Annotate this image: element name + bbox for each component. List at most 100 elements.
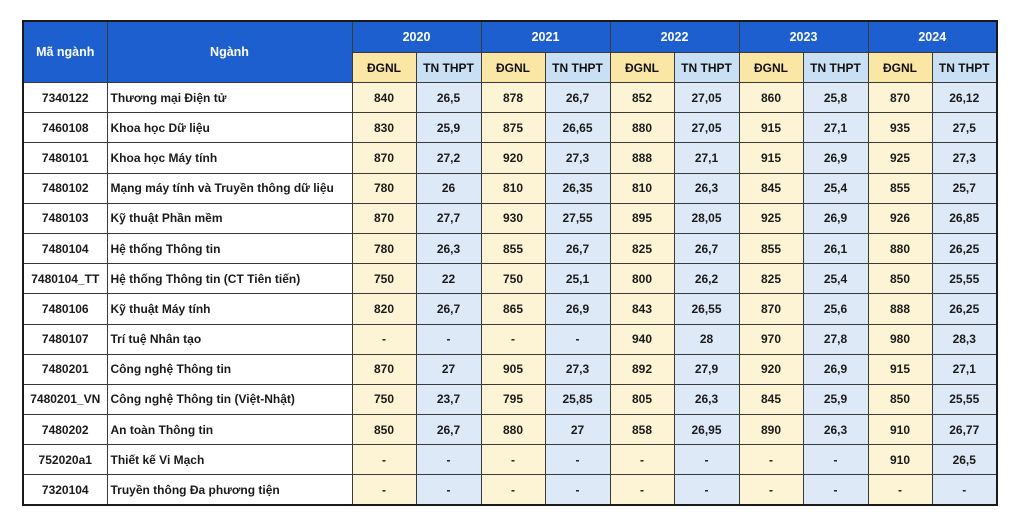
- dgnl-score-cell: 850: [867, 383, 933, 416]
- table-row: 7480104 Hệ thống Thông tin 780 26,3 855 26,7 8…: [22, 232, 998, 265]
- tn-thpt-score-cell: 27,05: [673, 112, 740, 144]
- subheader-dgnl: ĐGNL: [351, 52, 417, 83]
- major-code-cell: 7480104_TT: [22, 263, 108, 295]
- major-name-cell: Hệ thống Thông tin (CT Tiên tiến): [106, 263, 353, 295]
- tn-thpt-score-cell: 26,7: [415, 293, 482, 325]
- tn-thpt-score-cell: 27,1: [931, 353, 998, 385]
- dgnl-score-cell: 810: [480, 172, 546, 204]
- major-code-cell: 7320104: [22, 474, 108, 506]
- tn-thpt-score-cell: 26,3: [673, 172, 740, 204]
- tn-thpt-score-cell: 25,1: [544, 263, 611, 295]
- year-header: 2021: [480, 20, 611, 53]
- tn-thpt-score-cell: 26,95: [673, 414, 740, 446]
- subheader-dgnl: ĐGNL: [867, 52, 933, 83]
- dgnl-score-cell: 915: [867, 353, 933, 385]
- tn-thpt-score-cell: 27,05: [673, 81, 740, 114]
- dgnl-score-cell: 905: [480, 353, 546, 385]
- tn-thpt-score-cell: 26,5: [931, 444, 998, 476]
- dgnl-score-cell: 935: [867, 112, 933, 144]
- tn-thpt-score-cell: -: [415, 323, 482, 355]
- dgnl-score-cell: 795: [480, 383, 546, 416]
- major-name-cell: Trí tuệ Nhân tạo: [106, 323, 353, 355]
- tn-thpt-score-cell: 26,3: [802, 414, 869, 446]
- major-code-cell: 7480202: [22, 414, 108, 446]
- subheader-tn-thpt: TN THPT: [415, 52, 482, 83]
- dgnl-score-cell: 915: [738, 142, 804, 174]
- table-row: 7480104_TT Hệ thống Thông tin (CT Tiên ti…: [22, 263, 998, 295]
- tn-thpt-score-cell: 25,6: [802, 293, 869, 325]
- tn-thpt-score-cell: 26,65: [544, 112, 611, 144]
- tn-thpt-score-cell: -: [673, 474, 740, 506]
- table-row: 7460108 Khoa học Dữ liệu 830 25,9 875 26,65 88…: [22, 112, 998, 144]
- major-name-cell: Thiết kế Vi Mạch: [106, 444, 353, 476]
- dgnl-score-cell: -: [480, 474, 546, 506]
- tn-thpt-score-cell: 25,55: [931, 263, 998, 295]
- table-row: 7480201_VN Công nghệ Thông tin (Việt-Nhật…: [22, 383, 998, 416]
- dgnl-score-cell: 870: [738, 293, 804, 325]
- major-name-cell: Khoa học Dữ liệu: [106, 112, 353, 144]
- dgnl-score-cell: 865: [480, 293, 546, 325]
- tn-thpt-score-cell: 26,7: [415, 414, 482, 446]
- tn-thpt-score-cell: 25,8: [802, 81, 869, 114]
- tn-thpt-score-cell: 27,9: [673, 353, 740, 385]
- dgnl-score-cell: 888: [609, 142, 675, 174]
- tn-thpt-score-cell: 26,25: [931, 293, 998, 325]
- dgnl-score-cell: 892: [609, 353, 675, 385]
- dgnl-score-cell: 845: [738, 383, 804, 416]
- major-code-cell: 7480106: [22, 293, 108, 325]
- tn-thpt-score-cell: 22: [415, 263, 482, 295]
- dgnl-score-cell: 910: [867, 414, 933, 446]
- admission-score-table: Mã ngành Ngành 2020 2021 2022 2023 2024 …: [22, 20, 998, 507]
- tn-thpt-score-cell: 23,7: [415, 383, 482, 416]
- subheader-dgnl: ĐGNL: [738, 52, 804, 83]
- year-header: 2020: [351, 20, 482, 53]
- dgnl-score-cell: 750: [480, 263, 546, 295]
- tn-thpt-score-cell: 25,4: [802, 172, 869, 204]
- dgnl-score-cell: 850: [867, 263, 933, 295]
- dgnl-score-cell: -: [480, 323, 546, 355]
- header-row-years: Mã ngành Ngành 2020 2021 2022 2023 2024: [22, 20, 998, 83]
- dgnl-score-cell: 855: [480, 232, 546, 265]
- header-row-exam-types: ĐGNL TN THPT ĐGNL TN THPT ĐGNL TN THPT Đ…: [23, 52, 998, 83]
- tn-thpt-score-cell: 26,7: [544, 81, 611, 114]
- table-row: 7320104 Truyền thông Đa phương tiện - - - - - -…: [22, 474, 998, 506]
- tn-thpt-score-cell: -: [802, 474, 869, 506]
- dgnl-score-cell: 875: [480, 112, 546, 144]
- dgnl-score-cell: -: [867, 474, 933, 506]
- dgnl-score-cell: 930: [480, 202, 546, 234]
- tn-thpt-score-cell: 28: [673, 323, 740, 355]
- dgnl-score-cell: -: [351, 323, 417, 355]
- tn-thpt-score-cell: 27,55: [544, 202, 611, 234]
- tn-thpt-score-cell: 26,7: [544, 232, 611, 265]
- dgnl-score-cell: 940: [609, 323, 675, 355]
- dgnl-score-cell: 780: [351, 172, 417, 204]
- tn-thpt-score-cell: 26,9: [802, 202, 869, 234]
- tn-thpt-score-cell: 26: [415, 172, 482, 204]
- dgnl-score-cell: 800: [609, 263, 675, 295]
- major-code-cell: 7460108: [22, 112, 108, 144]
- dgnl-score-cell: 890: [738, 414, 804, 446]
- tn-thpt-score-cell: 26,12: [931, 81, 998, 114]
- table-row: 7480201 Công nghệ Thông tin 870 27 905 27,3 89…: [22, 353, 998, 385]
- tn-thpt-score-cell: -: [544, 444, 611, 476]
- tn-thpt-score-cell: 28,3: [931, 323, 998, 355]
- tn-thpt-score-cell: 27,8: [802, 323, 869, 355]
- subheader-tn-thpt: TN THPT: [931, 52, 998, 83]
- tn-thpt-score-cell: 25,4: [802, 263, 869, 295]
- tn-thpt-score-cell: 26,85: [931, 202, 998, 234]
- tn-thpt-score-cell: 26,1: [802, 232, 869, 265]
- tn-thpt-score-cell: 27,3: [931, 142, 998, 174]
- dgnl-score-cell: 805: [609, 383, 675, 416]
- table-row: 7480107 Trí tuệ Nhân tạo - - - -940 28 970 27,8 9…: [22, 323, 998, 355]
- table-row: 7340122 Thương mại Điện tử 840 26,5 878 26,7 8…: [22, 81, 998, 114]
- major-code-cell: 7480201: [22, 353, 108, 385]
- table-body: 7340122 Thương mại Điện tử 840 26,5 878 26,7 8…: [22, 81, 998, 506]
- tn-thpt-score-cell: 26,9: [544, 293, 611, 325]
- subheader-tn-thpt: TN THPT: [544, 52, 611, 83]
- tn-thpt-score-cell: -: [415, 474, 482, 506]
- year-header: 2023: [738, 20, 869, 53]
- table-row: 7480103 Kỹ thuật Phần mềm 870 27,7 930 27,55 8…: [22, 202, 998, 234]
- dgnl-score-cell: 830: [351, 112, 417, 144]
- dgnl-score-cell: 915: [738, 112, 804, 144]
- dgnl-score-cell: 860: [738, 81, 804, 114]
